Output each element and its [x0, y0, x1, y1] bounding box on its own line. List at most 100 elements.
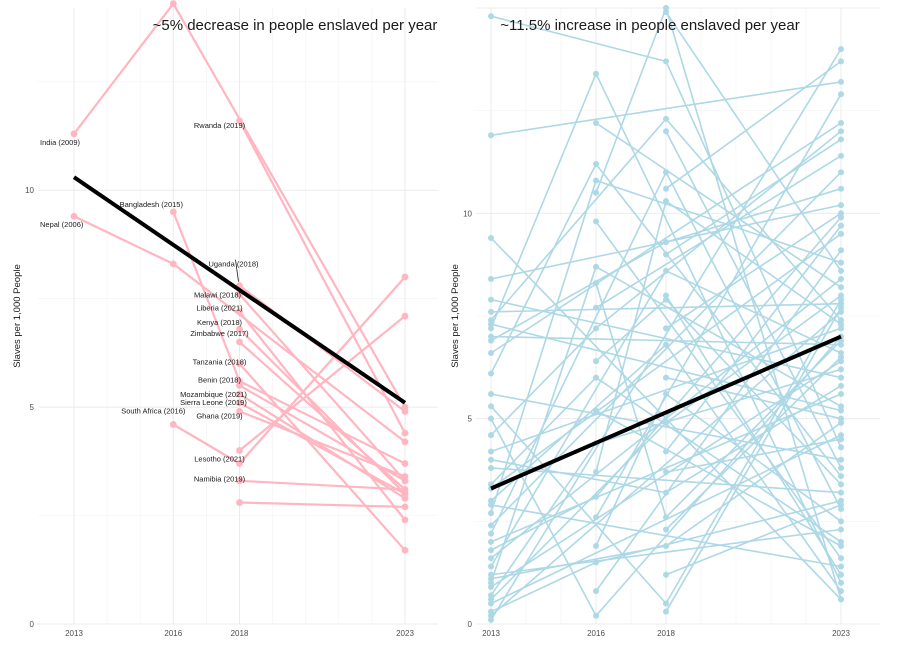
data-point — [593, 70, 599, 77]
data-point — [488, 596, 494, 603]
point-label: Mozambique (2021) — [180, 390, 247, 399]
data-point — [488, 276, 494, 283]
y-tick-label: 0 — [468, 620, 473, 629]
data-point — [488, 308, 494, 315]
y-tick-label: 5 — [468, 415, 473, 424]
y-tick-label: 10 — [25, 186, 34, 195]
data-point — [488, 575, 494, 582]
data-point — [838, 128, 844, 135]
x-tick-label: 2016 — [164, 629, 182, 638]
data-point — [401, 460, 409, 467]
data-point — [236, 477, 243, 485]
panel-title: ~11.5% increase in people enslaved per y… — [500, 17, 800, 34]
data-point — [401, 273, 409, 281]
data-point — [838, 202, 844, 209]
right-panel: 2013 2016 2018 2023 0 5 10 Slaves per 1,000 Peo… — [450, 5, 880, 638]
data-point — [663, 296, 669, 303]
series-line — [238, 120, 406, 434]
data-point — [488, 296, 494, 303]
data-point — [838, 152, 844, 159]
series-line — [665, 438, 842, 473]
data-point — [488, 510, 494, 517]
data-point — [236, 408, 243, 415]
data-point — [593, 469, 599, 476]
series-line — [490, 298, 842, 379]
data-point — [488, 13, 494, 20]
point-label: Benin (2018) — [198, 375, 241, 384]
data-point — [169, 0, 177, 8]
data-point — [838, 276, 844, 283]
data-point — [401, 429, 409, 437]
data-point — [488, 608, 494, 615]
point-label: Zimbabwe (2017) — [190, 329, 249, 338]
series-line — [238, 315, 406, 452]
data-point — [236, 308, 243, 316]
data-point — [488, 579, 494, 586]
series-line — [239, 410, 406, 478]
data-point — [236, 390, 243, 398]
data-point — [838, 596, 844, 603]
data-point — [488, 456, 494, 463]
data-point — [663, 5, 669, 11]
data-point — [488, 530, 494, 537]
y-tick-label: 5 — [30, 403, 35, 412]
data-point — [593, 325, 599, 332]
data-point — [838, 317, 844, 324]
data-point — [838, 259, 844, 266]
data-point — [838, 119, 844, 126]
data-point — [838, 579, 844, 586]
data-point — [236, 499, 243, 506]
series-line — [490, 81, 842, 137]
right-trend — [490, 334, 842, 491]
data-point — [838, 46, 844, 53]
data-point — [663, 58, 669, 65]
data-point — [838, 538, 844, 545]
data-point — [838, 267, 844, 274]
data-point — [663, 9, 669, 16]
data-point — [236, 338, 243, 346]
data-point — [593, 407, 599, 414]
data-point — [838, 497, 844, 504]
data-point — [488, 600, 494, 607]
data-point — [401, 312, 409, 320]
data-point — [663, 469, 669, 476]
data-point — [593, 189, 599, 196]
data-point — [593, 161, 599, 168]
x-tick-label: 2013 — [65, 629, 83, 638]
data-point — [838, 563, 844, 570]
data-point — [838, 321, 844, 328]
left-series-points — [70, 0, 409, 554]
data-point — [838, 571, 844, 578]
data-point — [593, 177, 599, 184]
data-point — [838, 391, 844, 398]
label-leader-line — [235, 259, 239, 282]
y-axis-title: Slaves per 1,000 People — [450, 264, 461, 368]
data-point — [663, 489, 669, 496]
point-label: Tanzania (2018) — [193, 358, 247, 367]
point-label: Nepal (2006) — [40, 220, 84, 229]
data-point — [488, 337, 494, 344]
data-point — [838, 214, 844, 221]
data-point — [488, 501, 494, 508]
left-trend — [72, 175, 407, 405]
data-point — [838, 247, 844, 254]
x-tick-label: 2016 — [587, 629, 605, 638]
data-point — [236, 325, 243, 333]
trend-line — [72, 175, 407, 405]
right-axes: 2013 2016 2018 2023 0 5 10 Slaves per 1,000 Peo… — [450, 17, 850, 638]
data-point — [838, 436, 844, 443]
data-point — [838, 419, 844, 426]
data-point — [838, 473, 844, 480]
data-point — [236, 360, 243, 368]
series-line — [665, 504, 842, 576]
left-panel: India (2009) Nepal (2006) Rwanda (2019) Ban… — [12, 0, 438, 638]
data-point — [838, 542, 844, 549]
data-point — [593, 514, 599, 521]
data-point — [838, 136, 844, 143]
data-point — [593, 119, 599, 126]
data-point — [488, 432, 494, 439]
data-point — [488, 497, 494, 504]
data-point — [663, 251, 669, 258]
data-point — [488, 563, 494, 570]
